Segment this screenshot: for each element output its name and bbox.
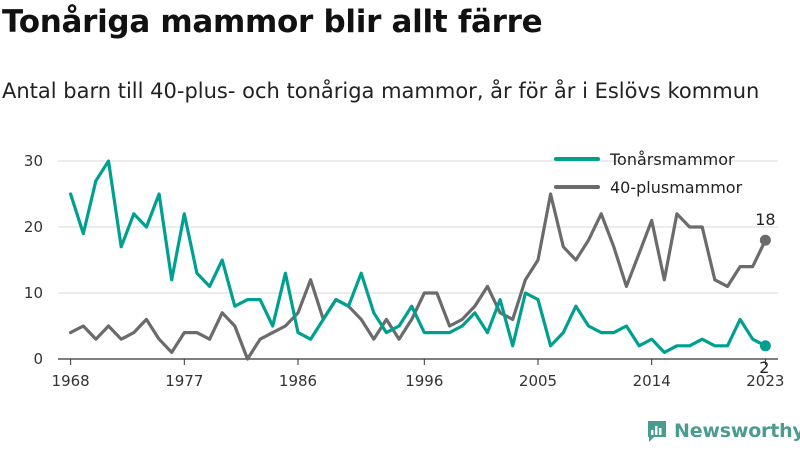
newsworthy-logo: Newsworthy bbox=[646, 419, 800, 443]
y-axis: 0 10 20 30 bbox=[24, 152, 43, 368]
end-label-teen: 2 bbox=[759, 358, 769, 377]
x-tick-label: 2023 bbox=[746, 372, 784, 390]
legend-label-teen: Tonårsmammor bbox=[609, 150, 735, 169]
newsworthy-logo-icon bbox=[648, 421, 666, 442]
chart-title: Tonåriga mammor blir allt färre bbox=[2, 4, 543, 40]
legend-label-forty: 40-plusmammor bbox=[610, 178, 743, 197]
y-tick-label: 30 bbox=[24, 152, 43, 170]
end-marker-teen bbox=[759, 340, 771, 352]
gridlines bbox=[58, 160, 778, 294]
x-tick-label: 2014 bbox=[633, 372, 671, 390]
legend: Tonårsmammor 40-plusmammor bbox=[554, 150, 743, 197]
series-lines bbox=[68, 159, 768, 361]
y-tick-label: 20 bbox=[24, 218, 43, 236]
y-tick-label: 10 bbox=[24, 284, 43, 302]
series-line-forty bbox=[68, 192, 768, 361]
y-tick-label: 0 bbox=[33, 350, 43, 368]
x-tick-label: 2005 bbox=[519, 372, 557, 390]
series-line-teen bbox=[68, 159, 768, 354]
x-tick-label: 1986 bbox=[279, 372, 317, 390]
end-label-forty: 18 bbox=[755, 210, 775, 229]
x-tick-label: 1977 bbox=[165, 372, 203, 390]
x-axis: 1968 1977 1986 1996 2005 2014 2023 bbox=[52, 358, 784, 390]
x-tick-label: 1968 bbox=[52, 372, 90, 390]
end-markers: 18 2 bbox=[755, 210, 775, 377]
brand-name: Newsworthy bbox=[674, 420, 800, 442]
chart-subtitle: Antal barn till 40-plus- och tonåriga ma… bbox=[2, 79, 760, 103]
end-marker-forty bbox=[759, 234, 771, 246]
x-tick-label: 1996 bbox=[405, 372, 443, 390]
